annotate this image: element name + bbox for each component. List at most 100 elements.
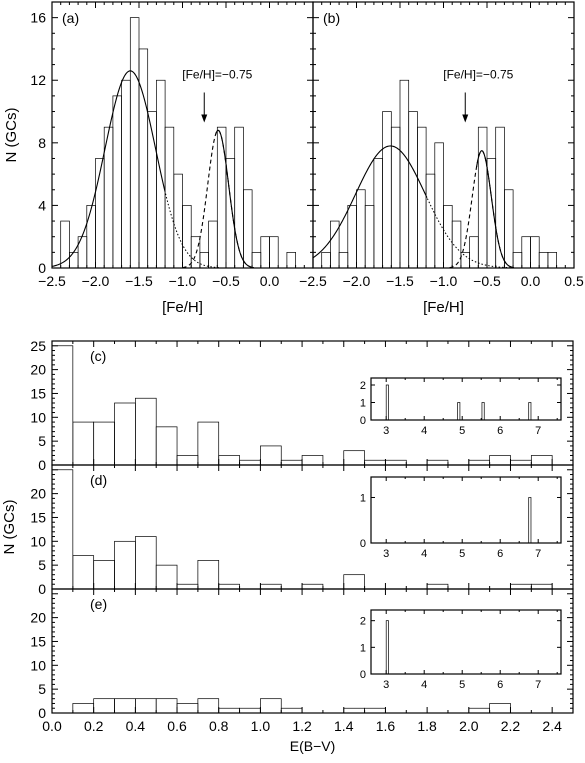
gaussian-tail-metal-poor	[165, 193, 221, 269]
histogram-bar	[112, 95, 122, 269]
histogram-bar	[121, 79, 131, 269]
histogram-bar	[260, 583, 282, 590]
histogram-bar	[286, 252, 296, 269]
histogram-bar	[547, 252, 557, 269]
x-tick-label: −1.0	[430, 273, 458, 289]
histogram-bar	[530, 583, 553, 590]
histogram-bar	[468, 707, 490, 714]
histogram-bar	[301, 455, 324, 466]
histogram-bar	[538, 252, 549, 269]
annotation-label: [Fe/H]=−0.75	[443, 67, 513, 81]
y-tick-label: 15	[30, 385, 46, 401]
histogram-bar	[382, 111, 392, 269]
inset-background	[371, 378, 561, 420]
inset-y-tick-label: 2	[360, 616, 366, 628]
y-tick-label: 0	[38, 457, 46, 473]
histogram-bar	[51, 469, 74, 590]
x-tick-label: 1.8	[417, 718, 437, 734]
histogram-bar	[399, 79, 410, 269]
x-tick-label: −0.5	[473, 273, 501, 289]
histogram-bar	[347, 205, 357, 269]
histogram-bar	[86, 205, 96, 269]
y-tick-label: 5	[38, 681, 46, 697]
x-tick-label: −1.0	[169, 273, 197, 289]
histogram-bar	[260, 698, 282, 714]
histogram-bar	[530, 236, 540, 269]
y-tick-label: 15	[30, 633, 46, 649]
histogram-bar	[510, 459, 532, 466]
gaussian-fit-metal-poor	[312, 145, 428, 259]
inset-x-tick-label: 6	[497, 679, 503, 691]
inset-x-tick-label: 3	[383, 679, 389, 691]
inset-frame-c	[370, 377, 562, 421]
inset-x-tick-label: 7	[535, 548, 541, 560]
y-tick-label: 0	[38, 581, 46, 597]
histogram-bar	[218, 583, 240, 590]
inset-x-tick-label: 4	[421, 425, 427, 437]
histogram-bar	[216, 126, 227, 269]
panel-label: (b)	[323, 10, 340, 26]
histogram-bar	[390, 126, 401, 269]
x-axis-label: [Fe/H]	[162, 299, 203, 316]
histogram-bar	[114, 698, 136, 714]
x-tick-label: −2.5	[38, 273, 66, 289]
histogram-bar	[373, 158, 383, 269]
histogram-bar	[468, 459, 490, 466]
histogram-bar	[135, 536, 157, 590]
histogram-bar	[218, 455, 240, 466]
inset-y-tick-label: 1	[360, 492, 366, 504]
x-axis-label: [Fe/H]	[423, 299, 464, 316]
histogram-bar	[155, 564, 178, 590]
gaussian-fit-metal-rich	[182, 129, 254, 269]
histogram-bar	[147, 111, 157, 269]
x-tick-label: 0.0	[521, 273, 541, 289]
inset-x-tick-label: 3	[383, 548, 389, 560]
x-tick-label: 2.4	[542, 718, 562, 734]
inset-background	[371, 477, 561, 543]
y-tick-label: 8	[38, 135, 46, 151]
x-axis-label: E(B−V)	[290, 738, 336, 754]
histogram-bar	[190, 236, 201, 269]
y-tick-label: 20	[30, 486, 46, 502]
histogram-bar	[176, 583, 199, 590]
y-tick-label: 10	[30, 657, 46, 673]
x-tick-label: 2.2	[501, 718, 521, 734]
histogram-bar	[51, 345, 74, 466]
y-tick-label: 25	[30, 338, 46, 354]
histogram-bar	[173, 173, 183, 269]
x-tick-label: 0.5	[564, 273, 584, 289]
histogram-bar	[93, 698, 115, 714]
histogram-bar	[93, 421, 115, 466]
panel-label: (d)	[90, 472, 107, 488]
x-tick-label: 0.6	[167, 718, 187, 734]
histogram-bar	[343, 450, 365, 466]
histogram-bar	[321, 252, 331, 269]
histogram-bar	[510, 583, 532, 590]
y-tick-label: 10	[30, 409, 46, 425]
histogram-bar	[364, 205, 375, 269]
inset-frame-e	[370, 609, 562, 675]
panel-label: (e)	[90, 596, 107, 612]
annotation-arrow-head	[201, 114, 208, 123]
histogram-bar	[338, 252, 349, 269]
x-tick-label: 0.4	[126, 718, 146, 734]
histogram-bar	[182, 205, 192, 269]
y-tick-label: 0	[38, 705, 46, 721]
inset-x-tick-label: 5	[459, 679, 465, 691]
histogram-bar	[208, 220, 218, 269]
histogram-bar	[426, 583, 449, 590]
y-tick-label: 20	[30, 610, 46, 626]
inset-frame-d	[370, 476, 562, 544]
inset-x-tick-label: 3	[383, 425, 389, 437]
annotation-label: [Fe/H]=−0.75	[182, 67, 252, 81]
histogram-bar	[135, 397, 157, 466]
histogram-bar	[239, 707, 261, 714]
histogram-bar	[93, 560, 115, 590]
histogram-bar	[129, 17, 140, 269]
histogram-bar	[260, 445, 282, 466]
histogram-bar	[114, 540, 136, 590]
inset-x-tick-label: 5	[459, 425, 465, 437]
histogram-bar	[426, 459, 449, 466]
gaussian-fit-metal-rich-solid	[215, 129, 254, 269]
y-tick-label: 12	[30, 72, 46, 88]
